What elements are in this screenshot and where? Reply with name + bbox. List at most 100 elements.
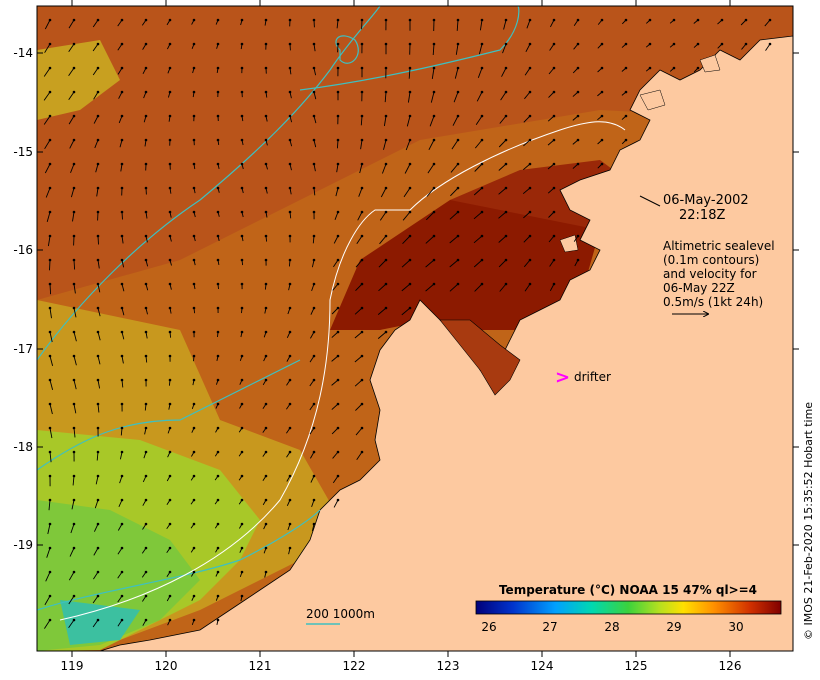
bathy-legend-label: 200 1000m — [306, 607, 375, 621]
velocity-arrow-origin — [288, 378, 292, 382]
velocity-arrow-origin — [96, 18, 100, 22]
velocity-arrow-origin — [360, 66, 364, 70]
velocity-arrow — [49, 427, 53, 439]
velocity-arrow-origin — [504, 66, 508, 70]
velocity-arrow-origin — [408, 282, 412, 286]
velocity-arrow — [401, 259, 411, 268]
velocity-arrow — [450, 163, 459, 173]
velocity-arrow-origin — [528, 42, 532, 46]
velocity-arrow-origin — [216, 378, 220, 382]
velocity-arrow-origin — [240, 498, 244, 502]
velocity-arrow-origin — [96, 66, 100, 70]
velocity-arrow-origin — [216, 162, 220, 166]
velocity-arrow-origin — [360, 90, 364, 94]
velocity-arrow-origin — [408, 234, 412, 238]
velocity-arrow — [360, 115, 363, 126]
velocity-arrow-origin — [624, 42, 628, 46]
velocity-arrow-origin — [288, 66, 292, 70]
velocity-arrow-origin — [624, 18, 628, 22]
velocity-arrow-origin — [312, 282, 316, 286]
velocity-arrow — [449, 259, 459, 268]
velocity-arrow — [73, 355, 77, 366]
velocity-arrow-origin — [288, 114, 292, 118]
velocity-arrow-origin — [312, 426, 316, 430]
velocity-arrow-origin — [456, 66, 460, 70]
velocity-arrow — [355, 283, 363, 292]
velocity-arrow-origin — [432, 66, 436, 70]
velocity-arrow-origin — [312, 138, 316, 142]
velocity-arrow-origin — [120, 18, 124, 22]
velocity-arrow-origin — [144, 42, 148, 46]
velocity-arrow-origin — [240, 570, 244, 574]
velocity-arrow-origin — [360, 450, 364, 454]
velocity-arrow-origin — [216, 546, 220, 550]
velocity-arrow-origin — [384, 258, 388, 262]
velocity-arrow-origin — [168, 186, 172, 190]
time-label: 22:18Z — [679, 208, 725, 223]
velocity-arrow-origin — [144, 162, 148, 166]
velocity-arrow-origin — [648, 18, 652, 22]
velocity-arrow-origin — [432, 282, 436, 286]
velocity-arrow-origin — [96, 90, 100, 94]
velocity-arrow — [92, 67, 99, 76]
velocity-arrow-origin — [456, 162, 460, 166]
velocity-arrow-origin — [288, 90, 292, 94]
velocity-arrow-origin — [360, 210, 364, 214]
velocity-arrow-origin — [312, 474, 316, 478]
velocity-arrow — [377, 307, 387, 315]
velocity-arrow-origin — [288, 354, 292, 358]
velocity-arrow-origin — [48, 162, 52, 166]
velocity-arrow-origin — [264, 138, 268, 142]
velocity-arrow-origin — [120, 378, 124, 382]
velocity-arrow-origin — [96, 114, 100, 118]
velocity-arrow — [334, 211, 339, 220]
velocity-arrow-origin — [552, 42, 556, 46]
velocity-arrow-origin — [312, 114, 316, 118]
velocity-arrow-origin — [120, 258, 124, 262]
velocity-arrow-origin — [336, 498, 340, 502]
velocity-arrow-origin — [48, 282, 52, 286]
velocity-arrow-origin — [48, 114, 52, 118]
velocity-arrow-origin — [504, 114, 508, 118]
velocity-arrow-origin — [192, 282, 196, 286]
velocity-arrow — [474, 283, 483, 292]
bathy-contour-200 — [299, 6, 520, 91]
velocity-arrow-origin — [192, 330, 196, 334]
velocity-arrow-origin — [96, 258, 100, 262]
velocity-arrow-origin — [264, 90, 268, 94]
velocity-arrow-origin — [168, 498, 172, 502]
island — [699, 54, 721, 73]
velocity-arrow-origin — [360, 18, 364, 22]
velocity-arrow — [502, 43, 507, 54]
velocity-arrow — [96, 187, 99, 197]
velocity-arrow-origin — [336, 354, 340, 358]
velocity-arrow — [70, 187, 75, 198]
velocity-arrow-origin — [264, 546, 268, 550]
velocity-arrow-origin — [384, 330, 388, 334]
legend-line: and velocity for — [663, 267, 757, 281]
velocity-arrow-origin — [408, 210, 412, 214]
velocity-arrow-origin — [168, 66, 172, 70]
velocity-arrow-origin — [240, 354, 244, 358]
velocity-arrow — [73, 379, 77, 390]
velocity-arrow-origin — [576, 42, 580, 46]
velocity-arrow — [332, 451, 339, 459]
velocity-arrow-origin — [264, 66, 268, 70]
velocity-arrow — [456, 19, 459, 31]
velocity-arrow-origin — [72, 330, 76, 334]
velocity-arrow-origin — [120, 234, 124, 238]
velocity-arrow — [549, 43, 555, 51]
velocity-arrows — [43, 18, 772, 629]
velocity-arrow — [336, 139, 339, 149]
velocity-arrow-origin — [288, 306, 292, 310]
velocity-arrow-origin — [312, 378, 316, 382]
velocity-arrow-origin — [216, 66, 220, 70]
velocity-arrow — [498, 139, 507, 148]
velocity-arrow — [431, 67, 435, 79]
velocity-arrow-origin — [168, 42, 172, 46]
lon-tick-label: 126 — [719, 659, 742, 673]
velocity-arrow-origin — [72, 210, 76, 214]
velocity-arrow — [97, 355, 101, 365]
velocity-arrow-origin — [336, 186, 340, 190]
date-label: 06-May-2002 — [663, 193, 749, 208]
